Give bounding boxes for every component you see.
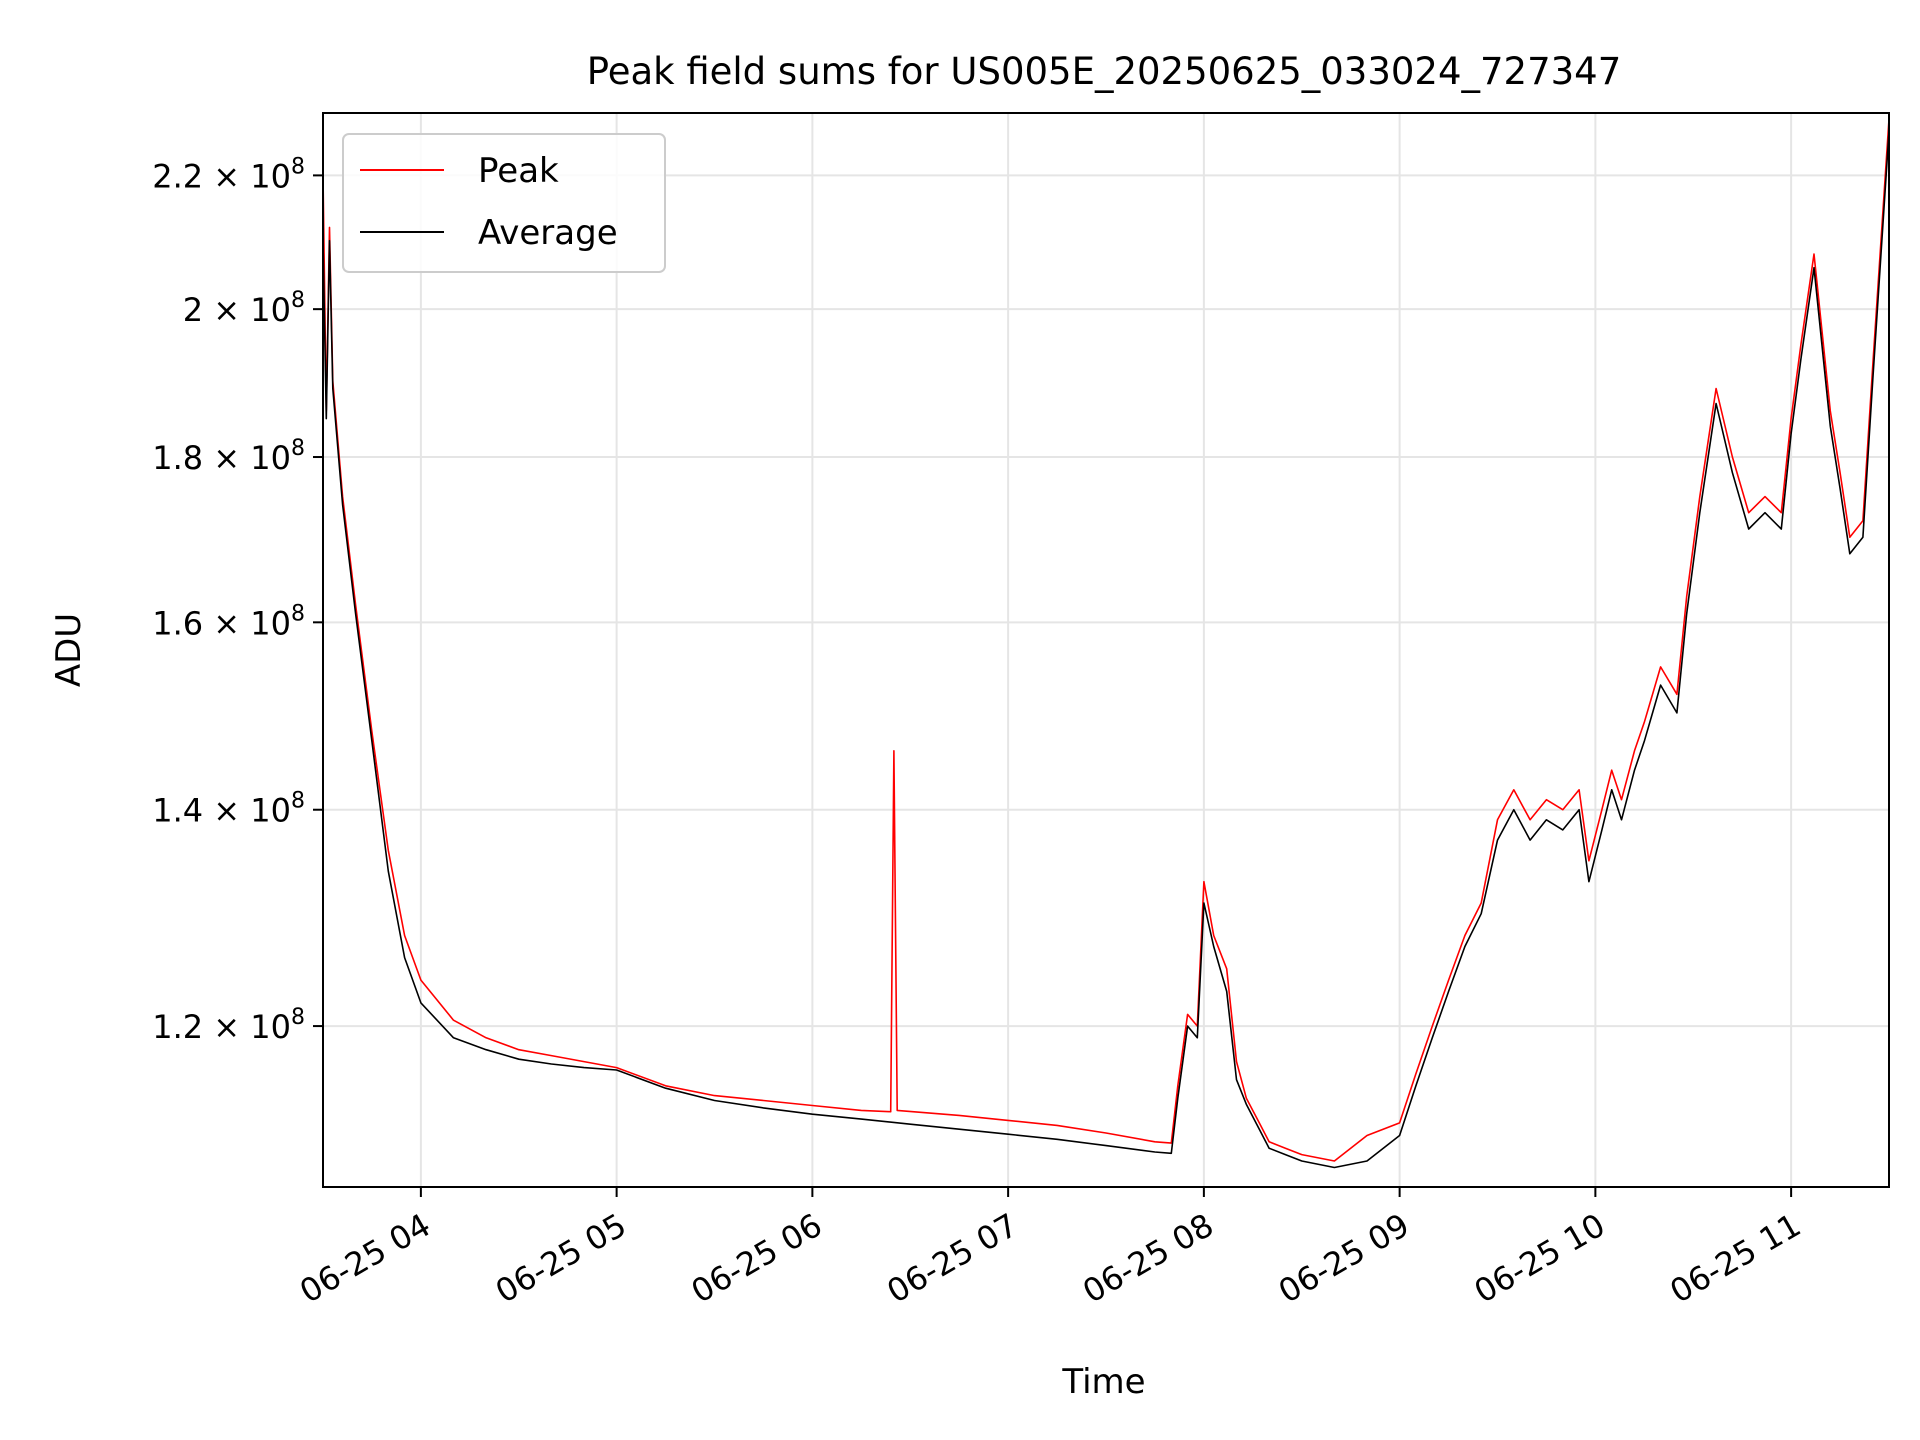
y-tick-label: 1.4 × 108 (152, 789, 305, 830)
series-line-peak (322, 119, 1890, 1162)
y-tick-label: 1.6 × 108 (152, 601, 305, 642)
x-axis-label: Time (1061, 1362, 1145, 1402)
legend-label-peak: Peak (478, 151, 559, 191)
legend-label-average: Average (478, 213, 618, 253)
y-tick-label: 1.2 × 108 (152, 1005, 305, 1046)
legend: Peak Average (342, 133, 666, 273)
series-lines (322, 119, 1890, 1169)
y-axis-ticks: 1.2 × 108 1.4 × 108 1.6 × 108 1.8 × 108 2 × … (152, 154, 323, 1046)
plot-frame (322, 112, 1890, 1188)
y-axis-label: ADU (49, 613, 89, 687)
y-tick-label: 2.2 × 108 (152, 154, 305, 195)
y-tick-label: 1.8 × 108 (152, 436, 305, 477)
chart-title: Peak field sums for US005E_20250625_0330… (587, 50, 1622, 93)
grid-lines (323, 113, 1889, 1187)
series-line-average (322, 131, 1890, 1169)
legend-box (342, 133, 666, 273)
y-tick-label: 2 × 108 (183, 288, 305, 329)
